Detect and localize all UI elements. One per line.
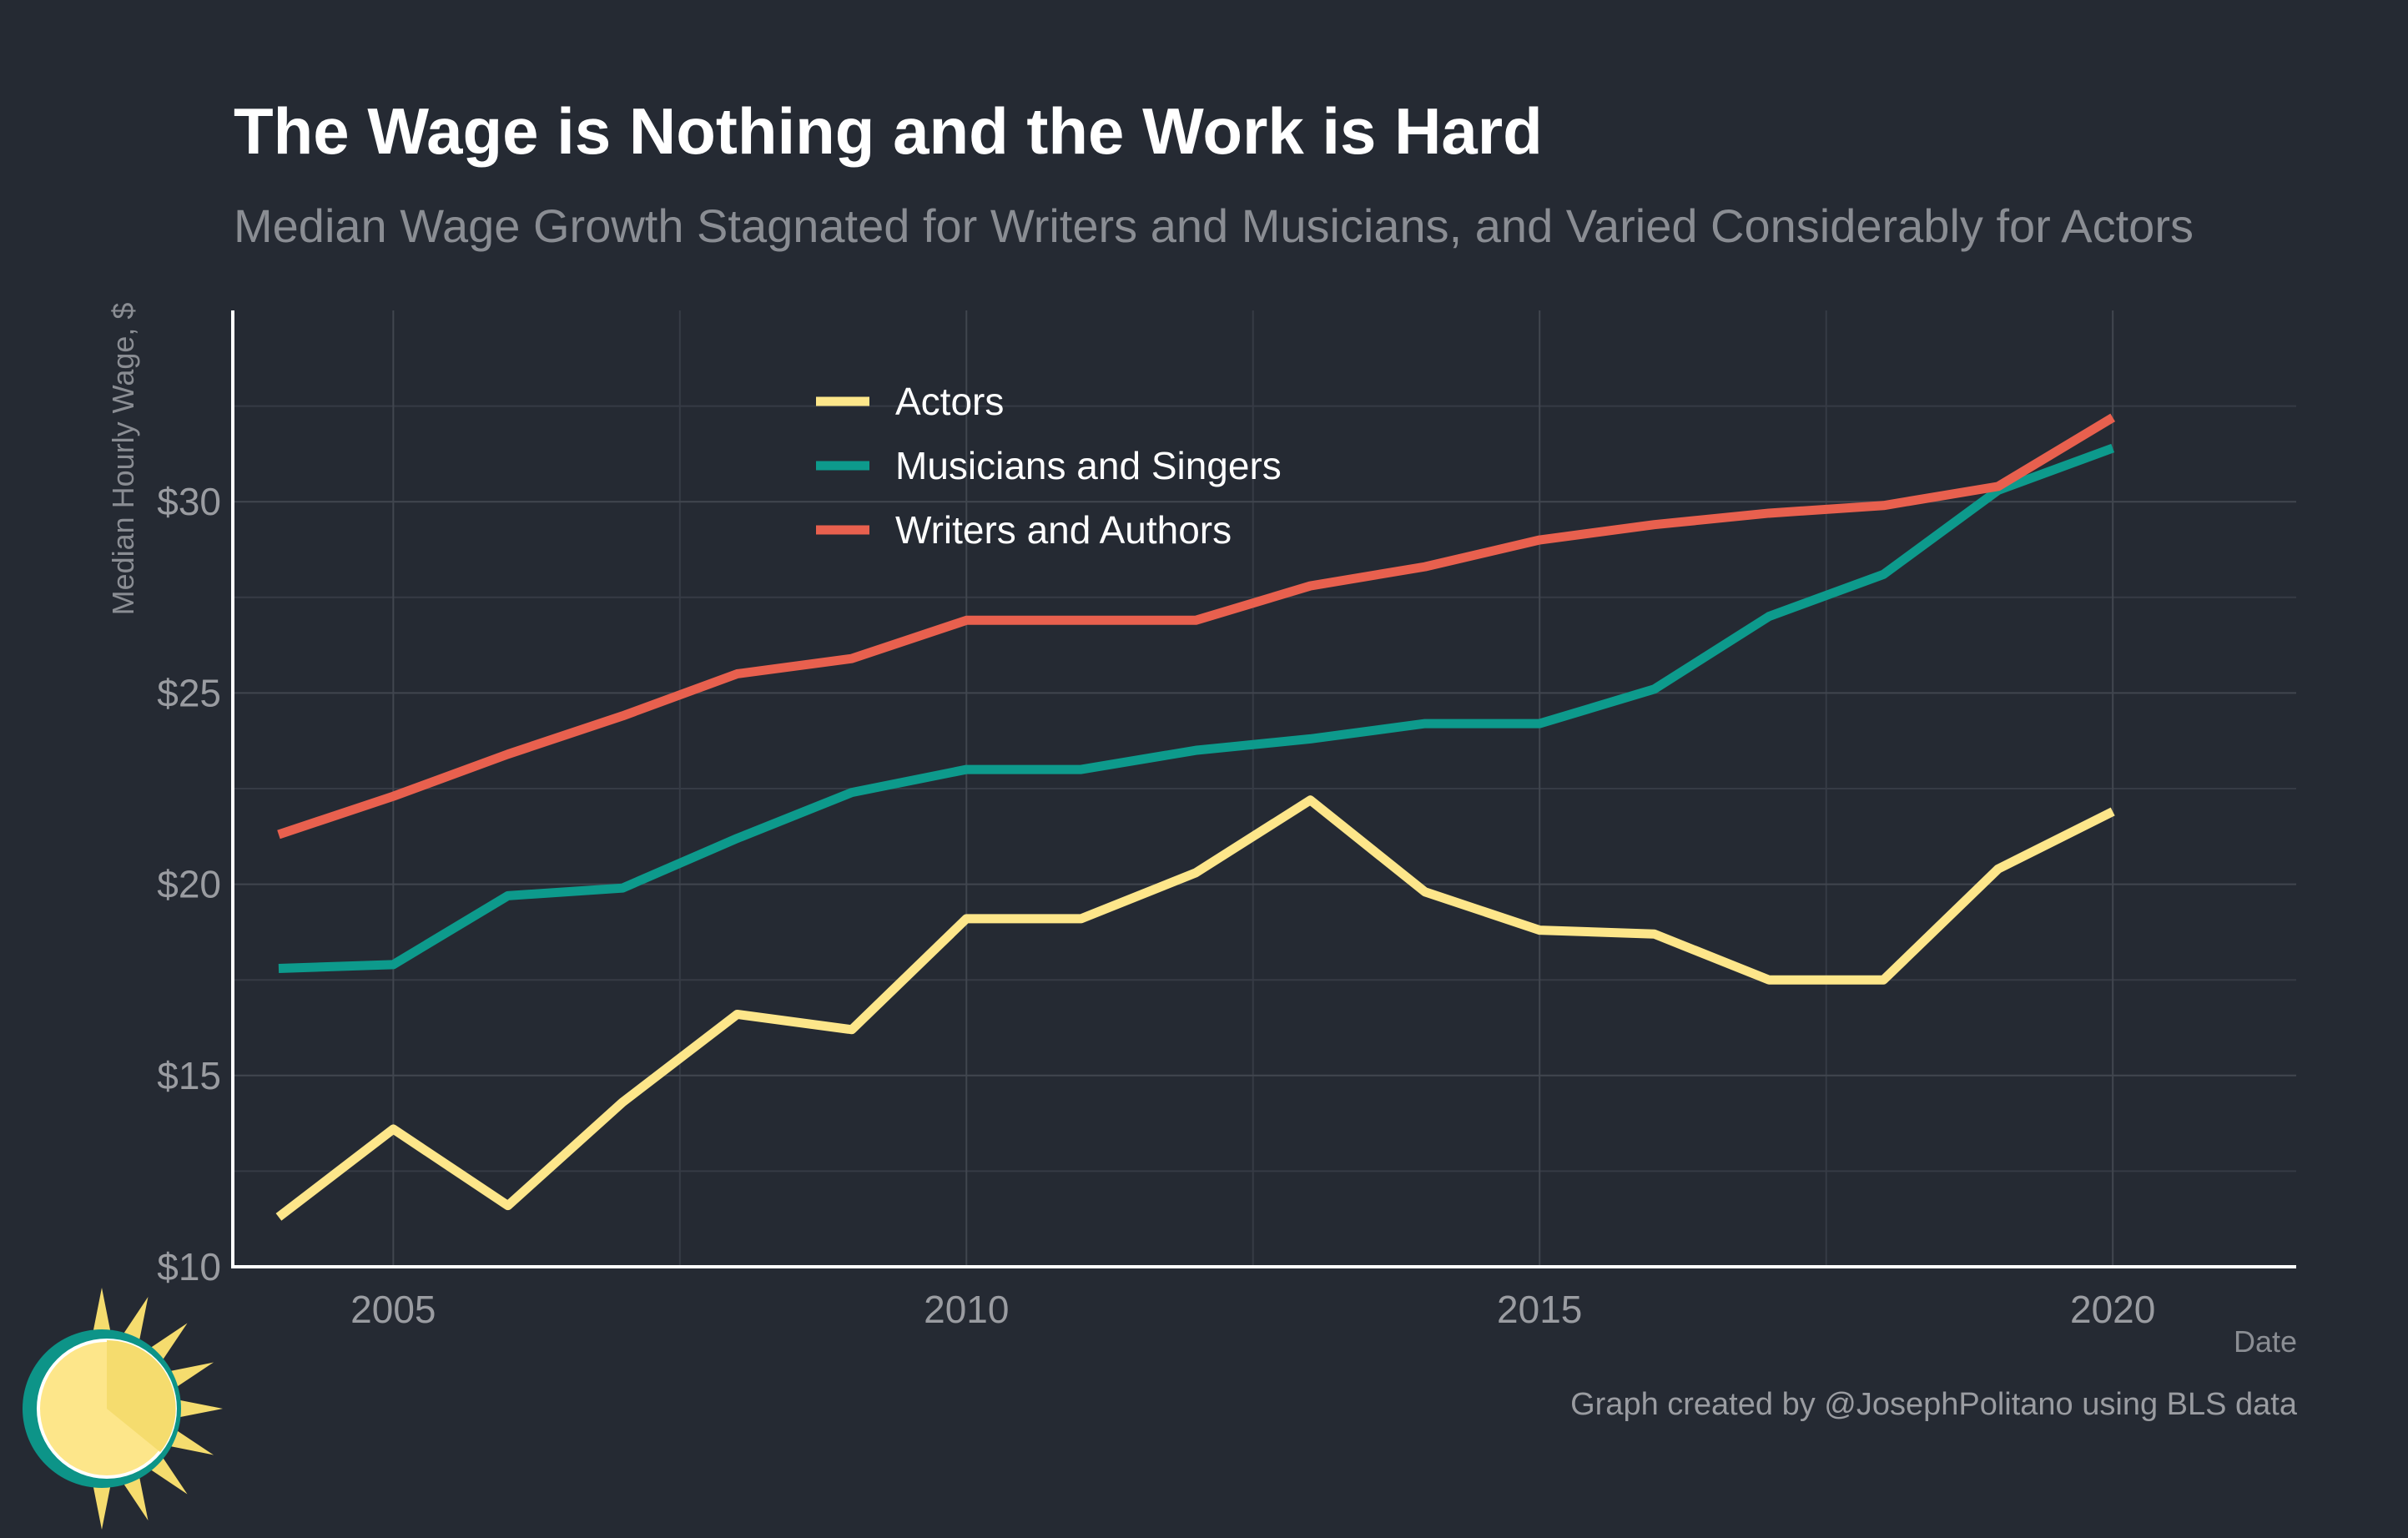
- tick-labels: 2005 2010 2015 2020 $10 $15 $20 $25 $30: [157, 480, 2155, 1331]
- series-line-actors: [275, 795, 2115, 1221]
- sun-logo-icon: [23, 1288, 223, 1530]
- y-tick-label: $15: [157, 1054, 221, 1097]
- sun-ray: [165, 1427, 214, 1455]
- x-tick-label: 2005: [350, 1288, 436, 1331]
- data-series: [275, 413, 2116, 1221]
- x-axis-title: Date: [2234, 1324, 2297, 1359]
- chart-title: The Wage is Nothing and the Work is Hard: [234, 94, 1543, 168]
- sun-ray: [120, 1472, 149, 1520]
- legend-label: Actors: [895, 380, 1004, 423]
- legend-label: Writers and Authors: [895, 508, 1232, 552]
- y-tick-label: $25: [157, 671, 221, 714]
- y-tick-label: $20: [157, 863, 221, 906]
- chart-subtitle: Median Wage Growth Stagnated for Writers…: [234, 199, 2194, 252]
- chart-axes: [231, 310, 2296, 1268]
- chart-legend: Actors Musicians and Singers Writers and A…: [816, 380, 1282, 552]
- y-tick-label: $30: [157, 480, 221, 523]
- x-tick-label: 2020: [2070, 1288, 2155, 1331]
- series-line-writers-and-authors: [277, 413, 2116, 840]
- sun-ray: [120, 1297, 149, 1345]
- y-tick-label: $10: [157, 1245, 221, 1288]
- legend-label: Musicians and Singers: [895, 444, 1282, 487]
- x-tick-label: 2015: [1497, 1288, 1582, 1331]
- x-tick-label: 2010: [924, 1288, 1009, 1331]
- sun-ray: [92, 1288, 112, 1336]
- source-caption: Graph created by @JosephPolitano using B…: [1570, 1387, 2297, 1422]
- series-line-musicians-and-singers: [278, 443, 2115, 973]
- sun-ray: [92, 1481, 112, 1530]
- y-axis-title: Median Hourly Wage, $: [106, 303, 140, 616]
- sun-ray: [165, 1362, 214, 1390]
- sun-ray: [174, 1399, 223, 1419]
